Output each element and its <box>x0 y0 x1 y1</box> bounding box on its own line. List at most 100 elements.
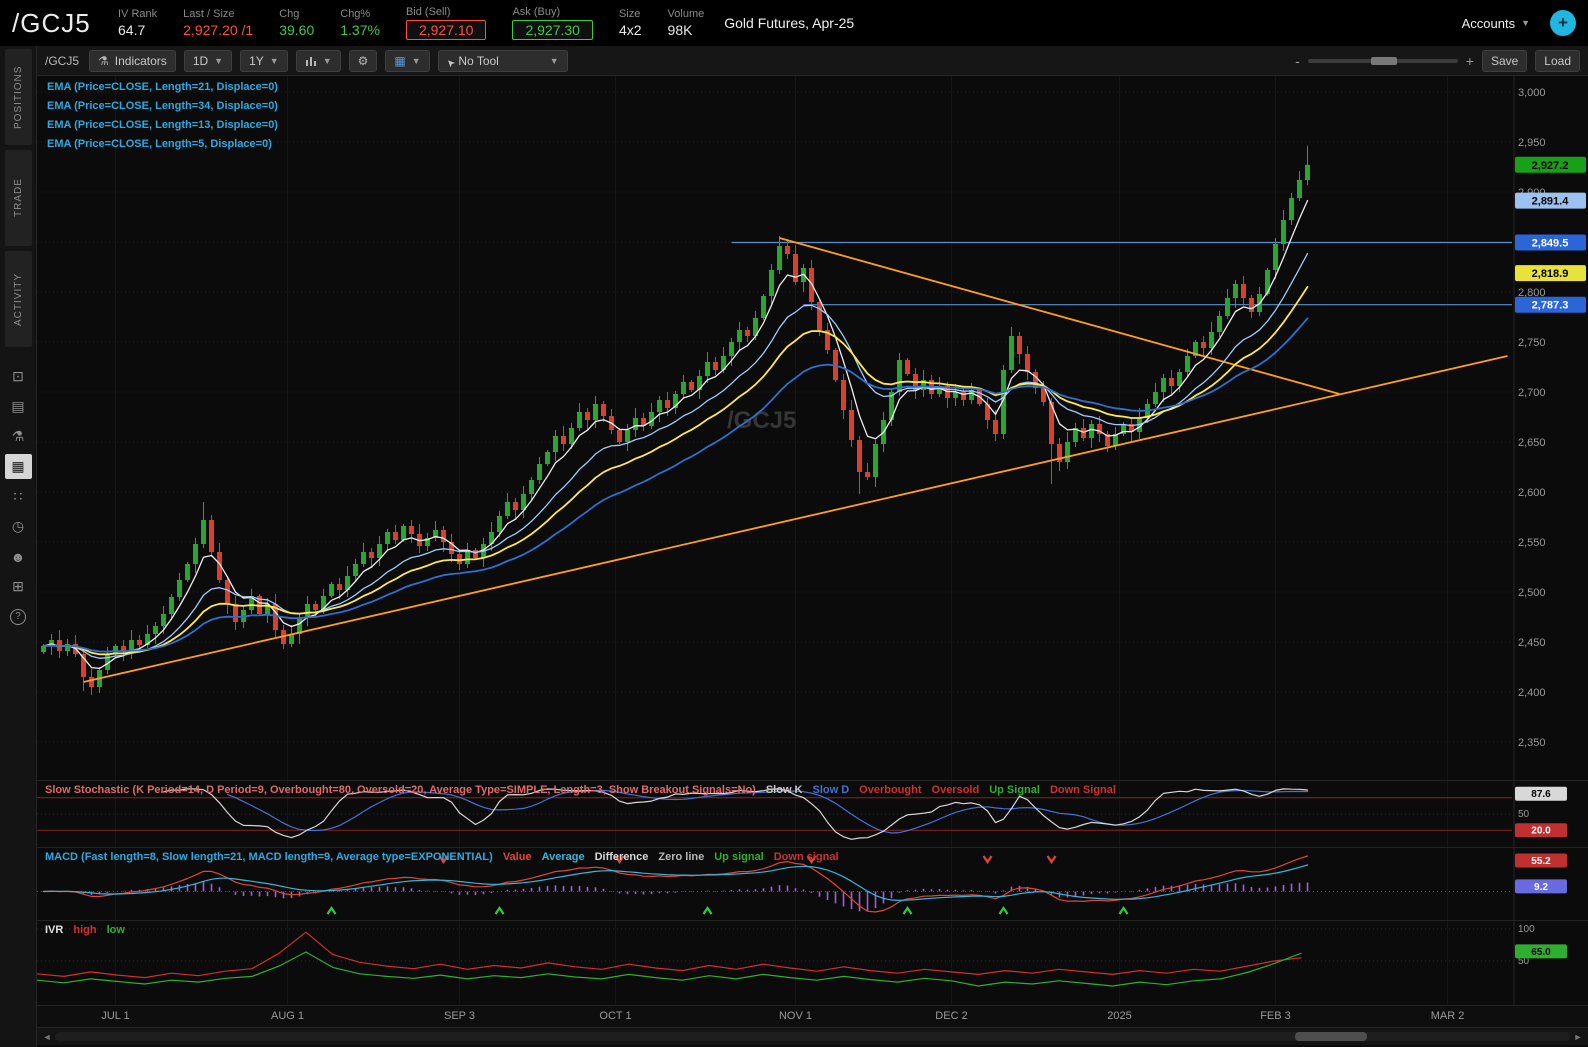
zoom-out-button[interactable]: - <box>1295 52 1300 69</box>
svg-text:2,800: 2,800 <box>1518 287 1546 299</box>
field-value: 4x2 <box>618 22 642 38</box>
svg-text:2,927.2: 2,927.2 <box>1532 160 1569 172</box>
stochastic-panel[interactable]: 50 87.6 20.0 Slow Stochastic (K Period=14,… <box>37 781 1588 848</box>
bar-chart-icon <box>305 56 316 66</box>
header-field: Chg 39.60 <box>279 8 314 38</box>
svg-text:2,750: 2,750 <box>1518 337 1546 349</box>
chevron-down-icon: ▼ <box>1521 18 1530 28</box>
svg-text:2,450: 2,450 <box>1518 637 1546 649</box>
history-clock-icon[interactable]: ◷ <box>11 518 25 534</box>
zoom-slider-handle[interactable] <box>1370 56 1397 65</box>
range-dropdown[interactable]: 1Y ▼ <box>240 49 288 72</box>
svg-text:2,950: 2,950 <box>1518 137 1546 149</box>
svg-text:3,000: 3,000 <box>1518 87 1546 99</box>
field-value[interactable]: 2,927.30 <box>512 20 593 40</box>
drawing-tool-value: No Tool <box>458 53 499 68</box>
price-chart-panel[interactable]: 2,350 2,400 2,450 2,500 2,550 2,600 2,650 2,700… <box>37 76 1588 781</box>
top-header: /GCJ5 IV Rank 64.7 Last / Size 2,927.20 /1 C… <box>0 0 1588 46</box>
field-label: Volume <box>667 8 705 20</box>
time-axis-label: 2025 <box>1107 1010 1132 1022</box>
macd-panel[interactable]: 55.2 9.2 MACD (Fast length=8, Slow length… <box>37 848 1588 921</box>
add-button[interactable]: + <box>1550 10 1576 36</box>
time-axis-label: SEP 3 <box>444 1010 475 1022</box>
svg-text:2,849.5: 2,849.5 <box>1532 238 1569 250</box>
time-axis: JUL 1 AUG 1 SEP 3 OCT 1 NOV 1 DEC 2 2025 FEB 3 M… <box>37 1006 1588 1028</box>
time-axis-label: MAR 2 <box>1430 1010 1465 1022</box>
time-axis-label: JUL 1 <box>101 1010 130 1022</box>
accounts-menu[interactable]: Accounts ▼ <box>1462 16 1530 31</box>
svg-text:2,550: 2,550 <box>1518 537 1546 549</box>
people-icon[interactable]: ☻ <box>10 548 26 565</box>
sidebar-tab-activity[interactable]: ACTIVITY <box>4 251 32 347</box>
chevron-down-icon: ▼ <box>549 55 559 66</box>
indicators-label: Indicators <box>114 53 167 68</box>
load-label: Load <box>1544 53 1571 68</box>
time-axis-label: OCT 1 <box>599 1010 632 1022</box>
apps-icon[interactable]: ∷ <box>13 488 23 504</box>
svg-text:50: 50 <box>1518 956 1530 967</box>
chart-style-dropdown[interactable]: ▼ <box>295 49 341 72</box>
timeframe-dropdown[interactable]: 1D ▼ <box>183 49 233 72</box>
main-body: POSITIONS TRADE ACTIVITY ⊡ ▤ ⚗ ▦ ∷ ◷ ☻ ⊞? /GCJ5 ⚗… <box>0 46 1588 1047</box>
svg-text:65.0: 65.0 <box>1531 947 1551 958</box>
indicators-button[interactable]: ⚗ Indicators <box>89 49 176 72</box>
chart-scrollbar[interactable]: ◄ ► <box>37 1028 1588 1045</box>
help-icon[interactable]: ? <box>5 604 32 629</box>
chevron-down-icon: ▼ <box>411 55 421 66</box>
sidebar-icons: ⊡ ▤ ⚗ ▦ ∷ ◷ ☻ ⊞? <box>4 364 32 629</box>
scrollbar-track[interactable] <box>55 1032 1570 1041</box>
zoom-slider[interactable] <box>1307 56 1458 65</box>
flask-icon[interactable]: ⚗ <box>11 428 25 444</box>
contract-description: Gold Futures, Apr-25 <box>724 15 855 31</box>
field-value: 1.37% <box>340 22 380 38</box>
drawing-tool-dropdown[interactable]: ➤ No Tool ▼ <box>437 49 568 72</box>
time-axis-label: NOV 1 <box>778 1010 813 1022</box>
range-value: 1Y <box>249 53 264 68</box>
chevron-down-icon: ▼ <box>214 55 224 66</box>
chart-toolbar: /GCJ5 ⚗ Indicators 1D ▼ 1Y ▼ ▼ <box>37 46 1588 76</box>
header-field: IV Rank 64.7 <box>118 8 157 38</box>
svg-text:2,700: 2,700 <box>1518 387 1546 399</box>
scroll-right-icon[interactable]: ► <box>1573 1031 1583 1042</box>
field-value[interactable]: 2,927.10 <box>405 20 487 40</box>
scrollbar-handle[interactable] <box>1295 1032 1367 1041</box>
gear-icon: ⚙ <box>357 53 369 68</box>
svg-text:2,500: 2,500 <box>1518 587 1546 599</box>
monitor-icon[interactable]: ⊡ <box>12 368 24 384</box>
field-label: Last / Size <box>183 8 235 20</box>
svg-text:55.2: 55.2 <box>1531 856 1551 867</box>
scroll-left-icon[interactable]: ◄ <box>42 1031 52 1042</box>
chevron-down-icon: ▼ <box>269 55 279 66</box>
load-button[interactable]: Load <box>1535 49 1580 72</box>
svg-text:2,787.3: 2,787.3 <box>1532 300 1569 312</box>
timeframe-value: 1D <box>192 53 209 68</box>
sidebar-tab-trade[interactable]: TRADE <box>4 150 32 246</box>
toolbar-symbol: /GCJ5 <box>45 53 80 68</box>
settings-button[interactable]: ⚙ <box>348 49 378 72</box>
grid-layout-dropdown[interactable]: ▦ ▼ <box>385 49 430 72</box>
price-chart[interactable]: 2,350 2,400 2,450 2,500 2,550 2,600 2,650 2,700… <box>37 76 1588 780</box>
svg-text:100: 100 <box>1518 924 1535 935</box>
calendar-icon[interactable]: ⊞ <box>12 578 24 594</box>
time-axis-label: AUG 1 <box>270 1010 305 1022</box>
grid-icon: ▦ <box>394 53 406 68</box>
chart-grid-icon[interactable]: ▦ <box>4 454 32 479</box>
symbol-title: /GCJ5 <box>12 7 91 38</box>
chart-column: /GCJ5 ⚗ Indicators 1D ▼ 1Y ▼ ▼ <box>37 46 1588 1047</box>
header-field: Size 4x2 <box>619 8 642 38</box>
field-label: Chg <box>279 8 300 20</box>
field-label: Bid (Sell) <box>405 6 451 18</box>
zoom-control: - + <box>1295 53 1474 69</box>
ivr-panel[interactable]: 100 50 65.0 IVR high low <box>37 921 1588 1006</box>
save-button[interactable]: Save <box>1481 49 1528 72</box>
header-field: Volume 98K <box>668 8 705 38</box>
flask-icon: ⚗ <box>98 53 109 68</box>
sidebar-tab-positions[interactable]: POSITIONS <box>4 49 32 145</box>
zoom-in-button[interactable]: + <box>1465 52 1474 69</box>
list-icon[interactable]: ▤ <box>11 398 25 414</box>
time-axis-label: DEC 2 <box>935 1010 968 1022</box>
macd-chart[interactable]: 55.2 9.2 <box>37 848 1588 920</box>
save-label: Save <box>1490 53 1519 68</box>
